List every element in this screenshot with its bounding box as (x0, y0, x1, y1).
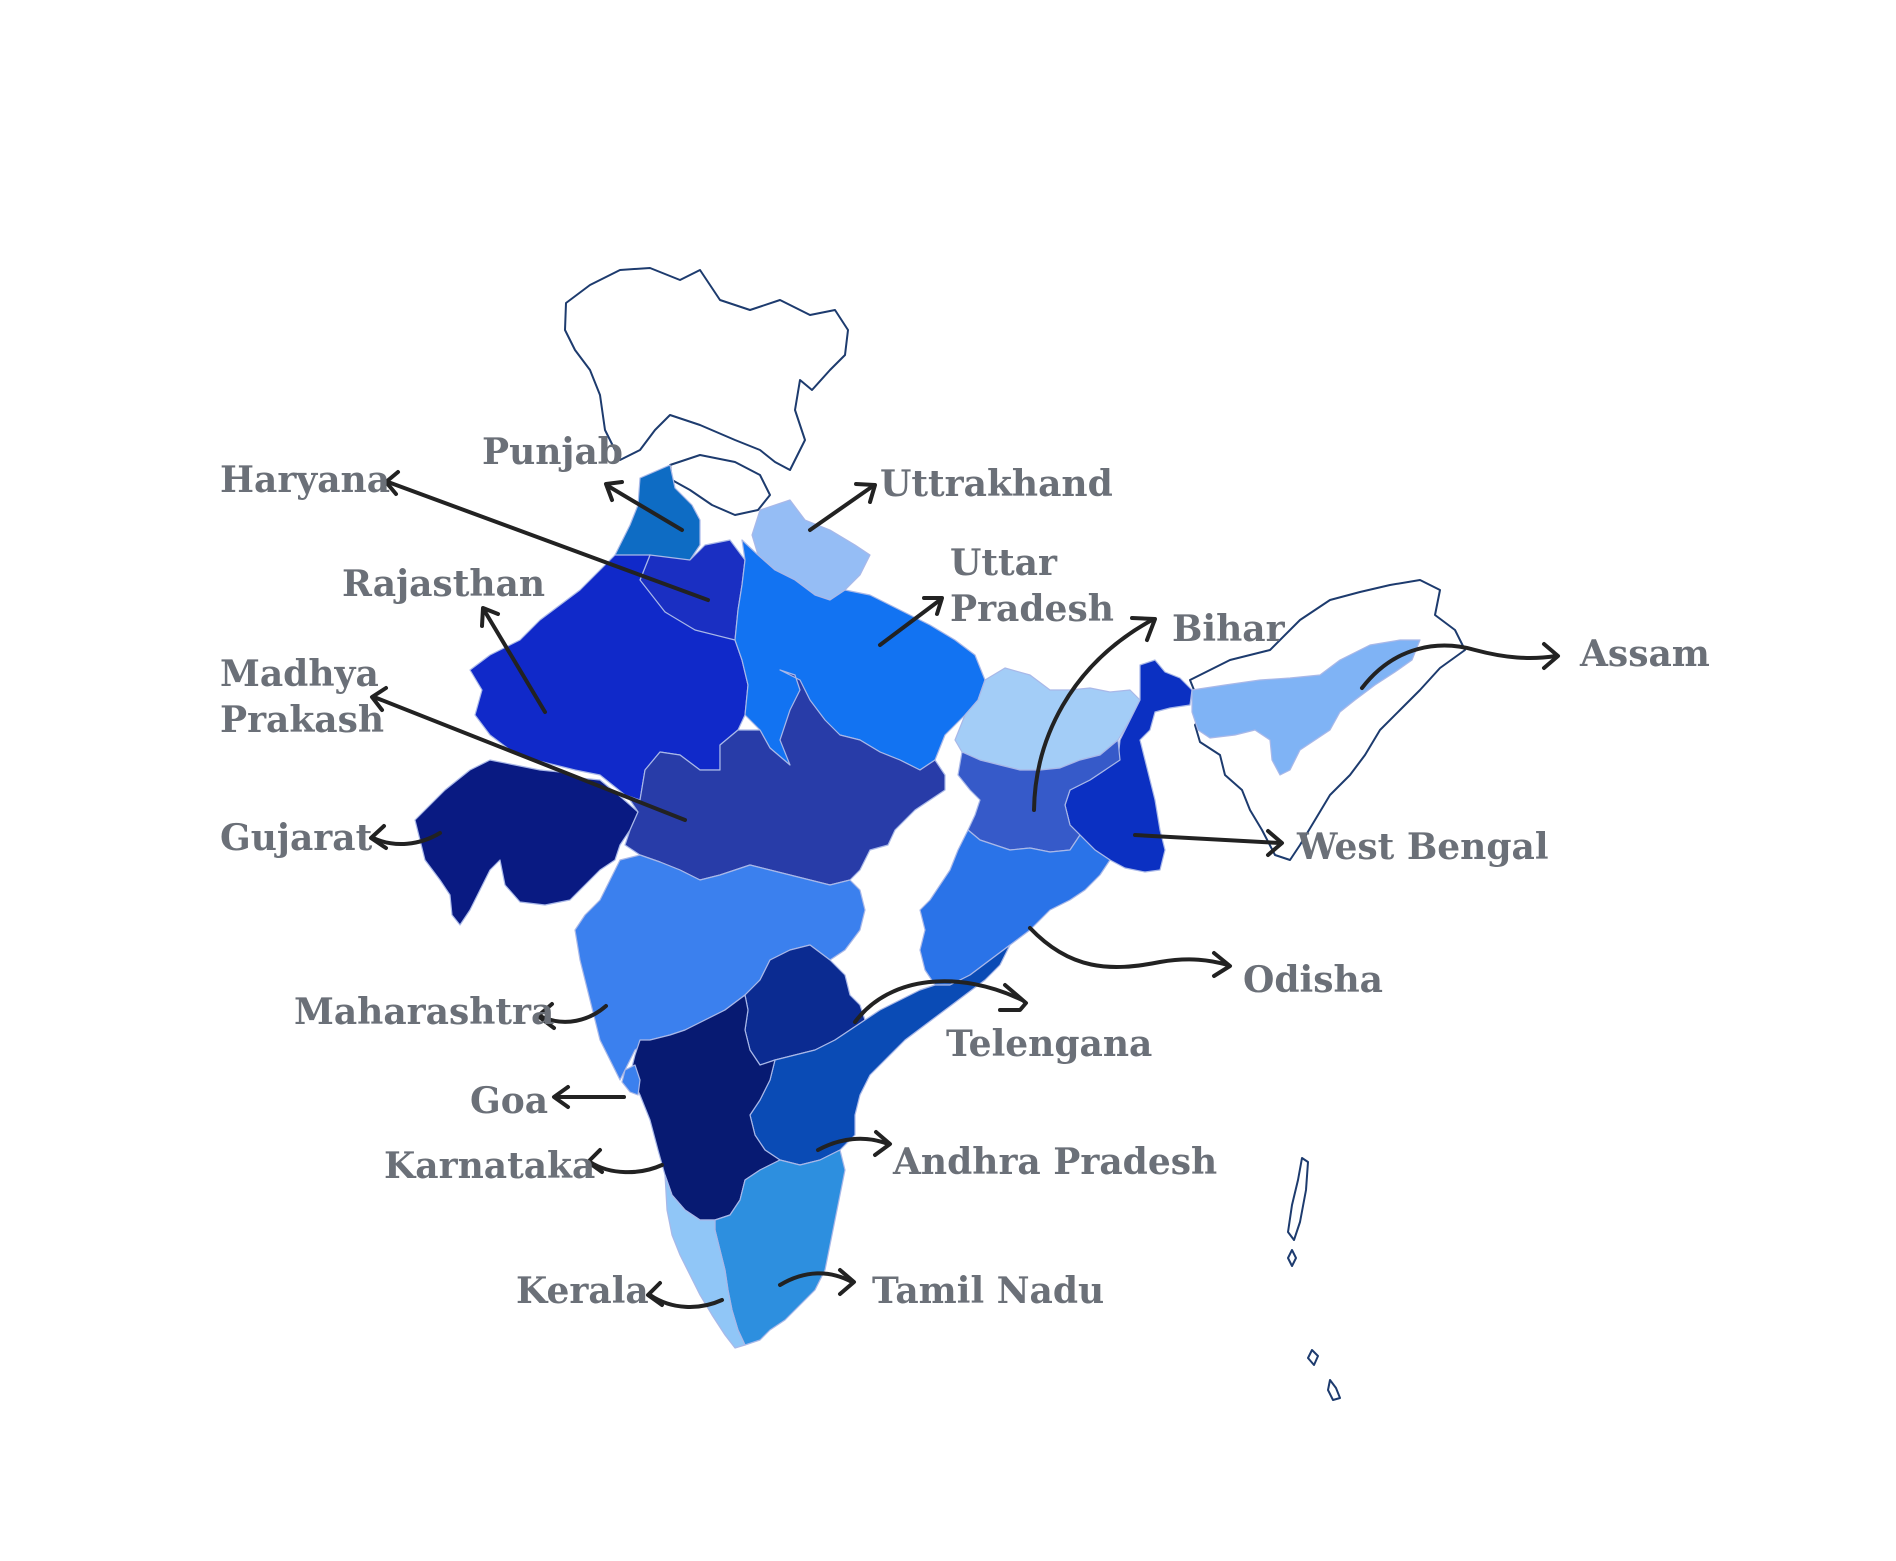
label-uttrakhand: Uttrakhand (880, 463, 1113, 505)
arrow-head-madhya-pradesh (370, 686, 388, 712)
arrow-bihar (1032, 618, 1154, 812)
arrow-head-tamil-nadu (838, 1268, 856, 1296)
label-goa: Goa (470, 1080, 548, 1122)
label-assam: Assam (1579, 633, 1710, 675)
label-uttar-pradesh-line1: Uttar (950, 542, 1058, 584)
labels: Punjab Haryana Uttrakhand Uttar Pradesh … (220, 431, 1710, 1312)
label-madhya-pradesh-line2: Prakash (220, 699, 384, 741)
arrow-tamil-nadu (778, 1271, 854, 1287)
arrow-head-andhra-pradesh (873, 1130, 892, 1157)
label-bihar: Bihar (1172, 608, 1286, 650)
arrow-head-maharashtra (536, 1002, 556, 1030)
arrow-punjab (606, 484, 684, 532)
arrow-uttrakhand (808, 484, 875, 532)
state-kerala (664, 1174, 746, 1349)
state-jammu-kashmir (564, 267, 849, 471)
label-west-bengal: West Bengal (1296, 826, 1549, 868)
arrow-head-uttrakhand (854, 482, 877, 504)
arrow-head-odisha (1212, 951, 1232, 978)
arrow-uttar-pradesh (878, 598, 942, 647)
arrow-odisha (1028, 926, 1230, 970)
arrow-head-punjab (604, 480, 624, 502)
arrow-head-karnataka (586, 1148, 604, 1174)
label-gujarat: Gujarat (220, 817, 373, 859)
arrow-head-telengana (998, 983, 1028, 1012)
arrows (369, 470, 1560, 1309)
arrow-head-assam (1542, 642, 1560, 670)
arrow-west-bengal (1133, 833, 1282, 845)
arrow-head-uttar-pradesh (922, 596, 944, 616)
arrow-madhya-pradesh (372, 695, 687, 822)
arrow-andhra-pradesh (816, 1136, 890, 1152)
label-maharashtra: Maharashtra (294, 991, 554, 1033)
label-haryana: Haryana (220, 459, 390, 501)
label-madhya-pradesh-line1: Madhya (220, 653, 379, 695)
state-jharkhand (957, 739, 1121, 853)
arrow-head-bihar (1130, 616, 1157, 642)
label-punjab: Punjab (482, 431, 623, 473)
arrow-maharashtra (538, 1004, 608, 1024)
arrow-head-gujarat (369, 824, 388, 850)
arrow-assam (1360, 643, 1558, 690)
arrow-haryana (386, 480, 710, 602)
label-kerala: Kerala (516, 1270, 649, 1312)
label-uttar-pradesh-line2: Pradesh (950, 588, 1114, 630)
arrow-telengana (853, 979, 1024, 1024)
arrow-head-kerala (646, 1281, 664, 1307)
label-andhra-pradesh: Andhra Pradesh (892, 1141, 1217, 1183)
arrow-gujarat (371, 831, 442, 846)
state-himachal (669, 454, 771, 516)
arrow-rajasthan (482, 608, 547, 714)
arrow-head-goa (552, 1085, 570, 1109)
label-rajasthan: Rajasthan (342, 563, 545, 605)
label-tamil-nadu: Tamil Nadu (872, 1270, 1104, 1312)
islands-andaman (1287, 1157, 1341, 1401)
state-karnataka (629, 994, 781, 1221)
arrow-head-rajasthan (480, 606, 500, 628)
state-assam (1191, 639, 1421, 776)
arrow-head-west-bengal (1266, 829, 1284, 857)
label-telengana: Telengana (946, 1023, 1152, 1065)
label-odisha: Odisha (1243, 959, 1383, 1001)
label-karnataka: Karnataka (384, 1145, 595, 1187)
state-goa (621, 1064, 641, 1096)
arrow-head-haryana (384, 470, 400, 496)
